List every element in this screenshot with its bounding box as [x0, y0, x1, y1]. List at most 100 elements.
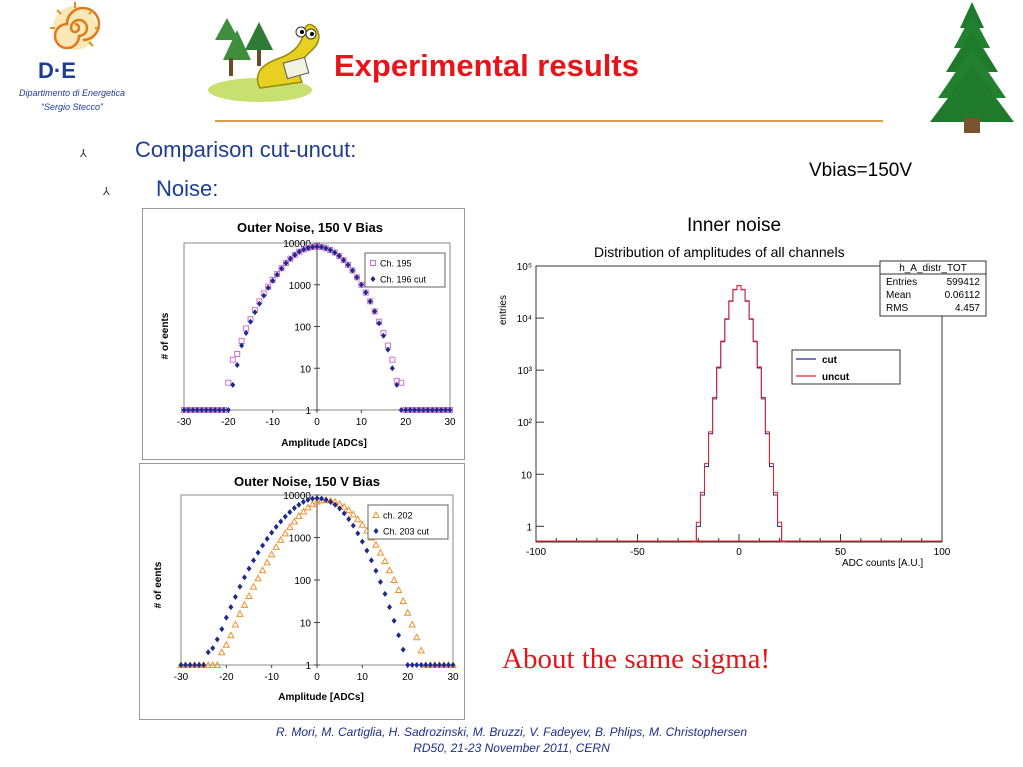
- y-tick-label: 10²: [518, 418, 533, 429]
- data-point: [323, 245, 329, 252]
- data-point: [341, 510, 347, 517]
- x-tick-label: -10: [265, 417, 280, 428]
- data-point: [248, 318, 253, 325]
- data-point: [438, 407, 444, 413]
- data-point: [372, 308, 378, 315]
- x-tick-label: 100: [934, 547, 951, 558]
- data-point: [192, 662, 198, 668]
- x-tick-label: 0: [736, 547, 742, 558]
- data-point: [234, 361, 240, 368]
- legend-box: [791, 349, 901, 385]
- data-point: [228, 604, 234, 611]
- data-point: [385, 346, 391, 353]
- data-point: [367, 298, 373, 305]
- chart-title: Outer Noise, 150 V Bias: [237, 220, 383, 235]
- data-point: [304, 503, 312, 511]
- y-tick-label: 100: [294, 323, 311, 334]
- data-point: [201, 662, 207, 668]
- y-axis-label: # of eents: [153, 561, 164, 608]
- x-tick-label: 30: [444, 417, 456, 428]
- data-point: [287, 509, 293, 516]
- data-point: [358, 520, 367, 528]
- data-point: [396, 632, 402, 639]
- legend-label: Ch. 203 cut: [383, 527, 430, 537]
- bullet-glyph: ⅄: [103, 186, 110, 198]
- data-point: [332, 501, 338, 508]
- data-point: [194, 407, 200, 413]
- logo-department-name: Dipartimento di Energetica: [19, 88, 125, 98]
- data-point: [373, 567, 379, 574]
- data-point: [425, 407, 431, 413]
- data-point: [252, 309, 258, 316]
- data-point: [208, 407, 214, 413]
- data-point: [418, 662, 424, 668]
- data-point: [190, 407, 196, 413]
- data-point: [258, 566, 267, 574]
- histogram-line: [692, 285, 786, 543]
- outer-noise-chart-1: Outer Noise, 150 V Bias Amplitude [ADCs]…: [142, 208, 465, 460]
- data-point: [443, 407, 449, 413]
- y-tick-label: 10⁴: [517, 314, 532, 325]
- stats-entries-label: Entries: [886, 277, 917, 288]
- data-point: [213, 660, 222, 668]
- data-point: [408, 620, 417, 628]
- data-point: [354, 274, 360, 281]
- data-point: [239, 342, 245, 349]
- conclusion-text: About the same sigma!: [502, 643, 771, 675]
- data-point: [314, 243, 320, 250]
- data-point: [287, 255, 293, 262]
- stats-entries-value: 599412: [947, 277, 981, 288]
- x-tick-label: 20: [400, 417, 412, 428]
- x-tick-label: 10: [357, 672, 369, 683]
- stats-box: h_A_distr_TOT Entries 599412 Mean 0.0611…: [879, 260, 987, 317]
- y-tick-label: 10⁵: [517, 262, 532, 273]
- chart-title: Outer Noise, 150 V Bias: [234, 474, 380, 489]
- data-point: [285, 523, 294, 531]
- data-point: [300, 498, 306, 505]
- data-point: [221, 407, 227, 413]
- y-tick-label: 1: [305, 406, 311, 417]
- data-point: [283, 260, 289, 267]
- data-point: [353, 515, 362, 523]
- logo-department-subname: “Sergio Stecco”: [41, 102, 104, 112]
- data-point: [358, 281, 364, 288]
- data-point: [323, 496, 329, 503]
- data-point: [225, 407, 231, 413]
- data-point: [427, 662, 433, 668]
- cartoon-mascot-icon: [208, 18, 320, 102]
- data-point: [344, 506, 353, 514]
- data-point: [399, 596, 407, 605]
- x-axis-label: Amplitude [ADCs]: [278, 692, 364, 703]
- data-point: [359, 538, 365, 545]
- data-point: [269, 529, 275, 536]
- data-point: [345, 261, 351, 268]
- data-point: [260, 542, 266, 549]
- y-tick-label: 1000: [289, 281, 312, 292]
- legend-marker: [373, 528, 379, 534]
- bullet-noise: Noise:: [156, 176, 219, 201]
- data-point: [310, 244, 316, 251]
- data-point: [246, 565, 252, 572]
- data-point: [389, 365, 395, 372]
- data-point: [429, 407, 435, 413]
- data-point: [237, 583, 243, 590]
- data-point: [219, 626, 225, 633]
- data-point: [267, 550, 276, 558]
- vbias-label: Vbias=150V: [809, 160, 912, 181]
- department-logo: D·E Dipartimento di Energetica “Sergio S…: [19, 2, 125, 112]
- y-tick-label: 10: [521, 470, 533, 481]
- data-point: [203, 407, 209, 413]
- data-point: [346, 516, 352, 523]
- data-point: [281, 529, 290, 537]
- legend-label: Ch. 196 cut: [380, 275, 427, 285]
- data-point: [376, 548, 385, 556]
- data-point: [231, 620, 240, 628]
- legend-marker: [372, 510, 380, 518]
- data-point: [394, 381, 400, 388]
- data-point: [350, 522, 356, 529]
- data-point: [296, 248, 302, 255]
- data-point: [208, 660, 217, 668]
- data-point: [349, 510, 358, 518]
- bullet-comparison: Comparison cut-uncut:: [135, 137, 357, 162]
- data-point: [234, 350, 241, 357]
